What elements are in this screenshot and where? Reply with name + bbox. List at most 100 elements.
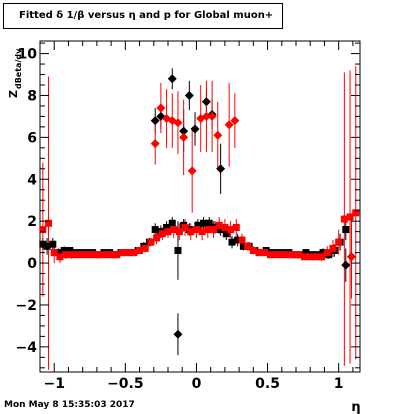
data-point-square [56, 253, 64, 261]
data-point-diamond [216, 164, 226, 174]
data-point-square [289, 251, 297, 259]
data-point-diamond [179, 126, 189, 136]
data-point-diamond [150, 116, 160, 126]
y-axis-title: ZdBeta/dv [7, 48, 23, 98]
x-tick-label: 0.5 [255, 376, 280, 392]
y-tick-label: 10 [18, 47, 38, 63]
data-point-square [101, 251, 109, 259]
data-point-square [45, 219, 53, 227]
data-point-square [124, 249, 132, 257]
data-point-square [227, 226, 235, 234]
data-point-square [181, 223, 189, 231]
plot-frame [39, 40, 361, 373]
data-point-square [174, 246, 182, 254]
data-point-square [221, 223, 229, 231]
data-point-square [301, 253, 309, 261]
data-point-square [79, 251, 87, 259]
data-point-diamond [167, 74, 177, 84]
data-point-square [205, 219, 213, 227]
data-point-diamond [346, 252, 356, 262]
data-point-diamond [156, 103, 166, 113]
data-point-square [168, 219, 176, 227]
data-point-square [232, 223, 240, 231]
data-point-square [323, 249, 331, 257]
data-point-square [306, 253, 314, 261]
data-point-diamond [207, 111, 217, 121]
data-point-square [136, 246, 144, 254]
data-point-square [255, 249, 263, 257]
data-point-diamond [201, 111, 211, 121]
data-point-square [50, 249, 58, 257]
data-point-square [130, 249, 138, 257]
data-point-square [239, 242, 247, 250]
data-point-square [234, 236, 242, 244]
data-point-square [283, 251, 291, 259]
data-point-diamond [184, 90, 194, 100]
data-point-diamond [179, 132, 189, 142]
data-point-square [352, 209, 360, 217]
data-point-square [39, 240, 47, 248]
data-point-square [318, 253, 326, 261]
data-point-square [217, 226, 225, 234]
y-tick-label: 2 [27, 214, 37, 230]
data-point-square [192, 226, 200, 234]
data-point-square [43, 242, 51, 250]
data-point-diamond [150, 139, 160, 149]
data-point-square [62, 251, 70, 259]
y-tick-label: −4 [16, 340, 38, 356]
data-point-diamond [224, 120, 234, 130]
data-point-square [194, 221, 202, 229]
data-point-square [164, 228, 172, 236]
chart-title: Fitted δ 1/β versus η and p for Global m… [19, 10, 274, 21]
data-point-square [153, 234, 161, 242]
data-point-square [141, 244, 149, 252]
data-point-square [272, 251, 280, 259]
y-tick-label: 0 [27, 256, 37, 272]
data-point-square [266, 251, 274, 259]
data-point-square [107, 251, 115, 259]
data-point-square [238, 236, 246, 244]
data-point-square [222, 230, 230, 238]
data-point-square [210, 226, 218, 234]
y-tick-label: 4 [27, 172, 37, 188]
data-point-square [215, 221, 223, 229]
data-point-square [113, 251, 121, 259]
data-point-square [335, 238, 343, 246]
y-tick-label: 8 [27, 88, 37, 104]
data-point-square [96, 251, 104, 259]
data-point-square [312, 253, 320, 261]
data-point-diamond [341, 260, 351, 270]
data-point-square [249, 246, 257, 254]
data-point-square [163, 223, 171, 231]
data-point-square [147, 238, 155, 246]
data-point-square [187, 228, 195, 236]
data-point-square [346, 213, 354, 221]
x-tick-label: 0 [192, 376, 202, 392]
x-tick-label: −0.5 [107, 376, 144, 392]
data-point-square [329, 244, 337, 252]
data-point-square [60, 246, 68, 254]
data-point-diamond [173, 118, 183, 128]
data-point-square [295, 251, 303, 259]
y-tick-label: 6 [27, 130, 37, 146]
data-point-square [342, 226, 350, 234]
data-point-diamond [230, 116, 240, 126]
data-point-square [84, 251, 92, 259]
data-point-diamond [190, 124, 200, 134]
data-point-square [278, 251, 286, 259]
data-point-square [200, 219, 208, 227]
x-tick-label: 1 [334, 376, 344, 392]
data-point-square [158, 230, 166, 238]
data-point-square [204, 226, 212, 234]
data-point-square [261, 249, 269, 257]
data-point-square [66, 246, 74, 254]
data-point-diamond [201, 97, 211, 107]
data-point-square [118, 249, 126, 257]
data-point-diamond [187, 166, 197, 176]
data-point-square [90, 251, 98, 259]
x-tick-label: −1 [43, 376, 64, 392]
data-point-square [228, 238, 236, 246]
data-point-square [302, 249, 310, 257]
data-point-square [39, 226, 47, 234]
